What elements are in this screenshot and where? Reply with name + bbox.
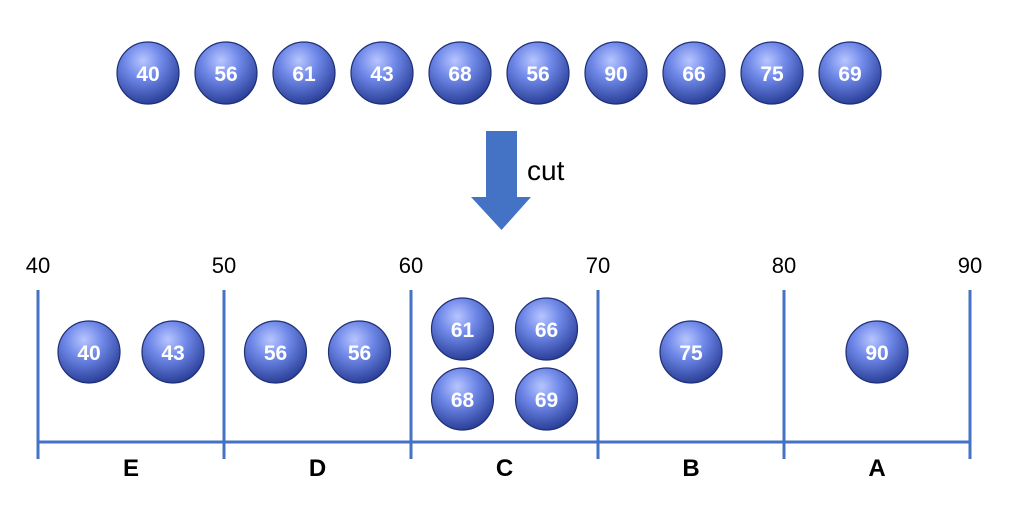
ball-circle [659,320,723,384]
ball-value: 43 [370,63,393,86]
ball-circle [506,41,570,105]
down-arrow-icon [471,131,531,230]
ball-circle [514,297,579,361]
ball-value: 43 [161,342,184,365]
bin-ball: 56 [327,320,392,384]
bin-ball: 69 [514,367,579,431]
ball-circle [818,41,882,105]
ball-circle [243,320,308,384]
ball-value: 61 [451,319,475,342]
input-ball: 68 [428,41,492,105]
axis-tick-label: 60 [399,253,423,278]
bin-ball: 56 [243,320,308,384]
input-ball: 69 [818,41,882,105]
input-ball: 61 [272,41,336,105]
ball-value: 66 [535,319,558,342]
ball-value: 56 [214,63,237,86]
bin-a: 90 A [845,320,909,482]
grade-label: B [682,455,699,482]
ball-circle [584,41,648,105]
ball-value: 56 [526,63,549,86]
ball-value: 75 [679,342,703,365]
ball-circle [116,41,180,105]
input-ball: 56 [506,41,570,105]
ball-circle [327,320,392,384]
bin-ball: 75 [659,320,723,384]
ball-value: 90 [604,63,627,86]
ball-value: 56 [264,342,287,365]
ball-circle [350,41,414,105]
bin-b: 75 B [659,320,723,482]
ball-circle [57,320,121,384]
bin-e: 40 43 E [57,320,205,482]
ball-value: 69 [838,63,861,86]
bin-ball: 40 [57,320,121,384]
grade-label: D [309,455,326,482]
input-ball: 66 [662,41,726,105]
ball-circle [272,41,336,105]
ball-value: 68 [451,389,475,412]
cut-label: cut [527,155,565,186]
ball-circle [662,41,726,105]
cut-arrow: cut [471,131,565,230]
input-values-row: 40 56 61 43 68 56 90 66 75 69 [116,41,882,105]
grade-label: A [868,455,885,482]
ball-circle [194,41,258,105]
bin-ball: 68 [430,367,495,431]
axis-tick-label: 90 [958,253,982,278]
ball-circle [845,320,909,384]
input-ball: 90 [584,41,648,105]
ball-value: 61 [292,63,316,86]
ball-value: 40 [136,63,159,86]
axis-tick-label: 40 [26,253,50,278]
ball-value: 75 [760,63,784,86]
bin-ball: 90 [845,320,909,384]
bin-ball: 43 [141,320,205,384]
bin-c: 61 66 68 69 C [430,297,579,482]
input-ball: 75 [740,41,804,105]
ball-circle [514,367,579,431]
grade-label: C [496,455,513,482]
axis-tick-label: 70 [586,253,610,278]
ball-circle [430,297,495,361]
ball-circle [740,41,804,105]
bin-axis: 40 50 60 70 80 90 [26,253,982,459]
ball-value: 68 [448,63,472,86]
input-ball: 56 [194,41,258,105]
input-ball: 40 [116,41,180,105]
bin-ball: 66 [514,297,579,361]
ball-value: 69 [535,389,558,412]
ball-value: 90 [865,342,888,365]
ball-value: 56 [348,342,371,365]
bin-ball: 61 [430,297,495,361]
input-ball: 43 [350,41,414,105]
grade-label: E [123,455,139,482]
ball-value: 40 [77,342,100,365]
bins: 40 43 E 56 56 D 61 66 68 69 C 75 B 90 A [57,297,909,482]
ball-circle [428,41,492,105]
ball-circle [141,320,205,384]
ball-circle [430,367,495,431]
ball-value: 66 [682,63,705,86]
axis-tick-label: 80 [772,253,796,278]
bin-d: 56 56 D [243,320,392,482]
axis-tick-label: 50 [212,253,236,278]
